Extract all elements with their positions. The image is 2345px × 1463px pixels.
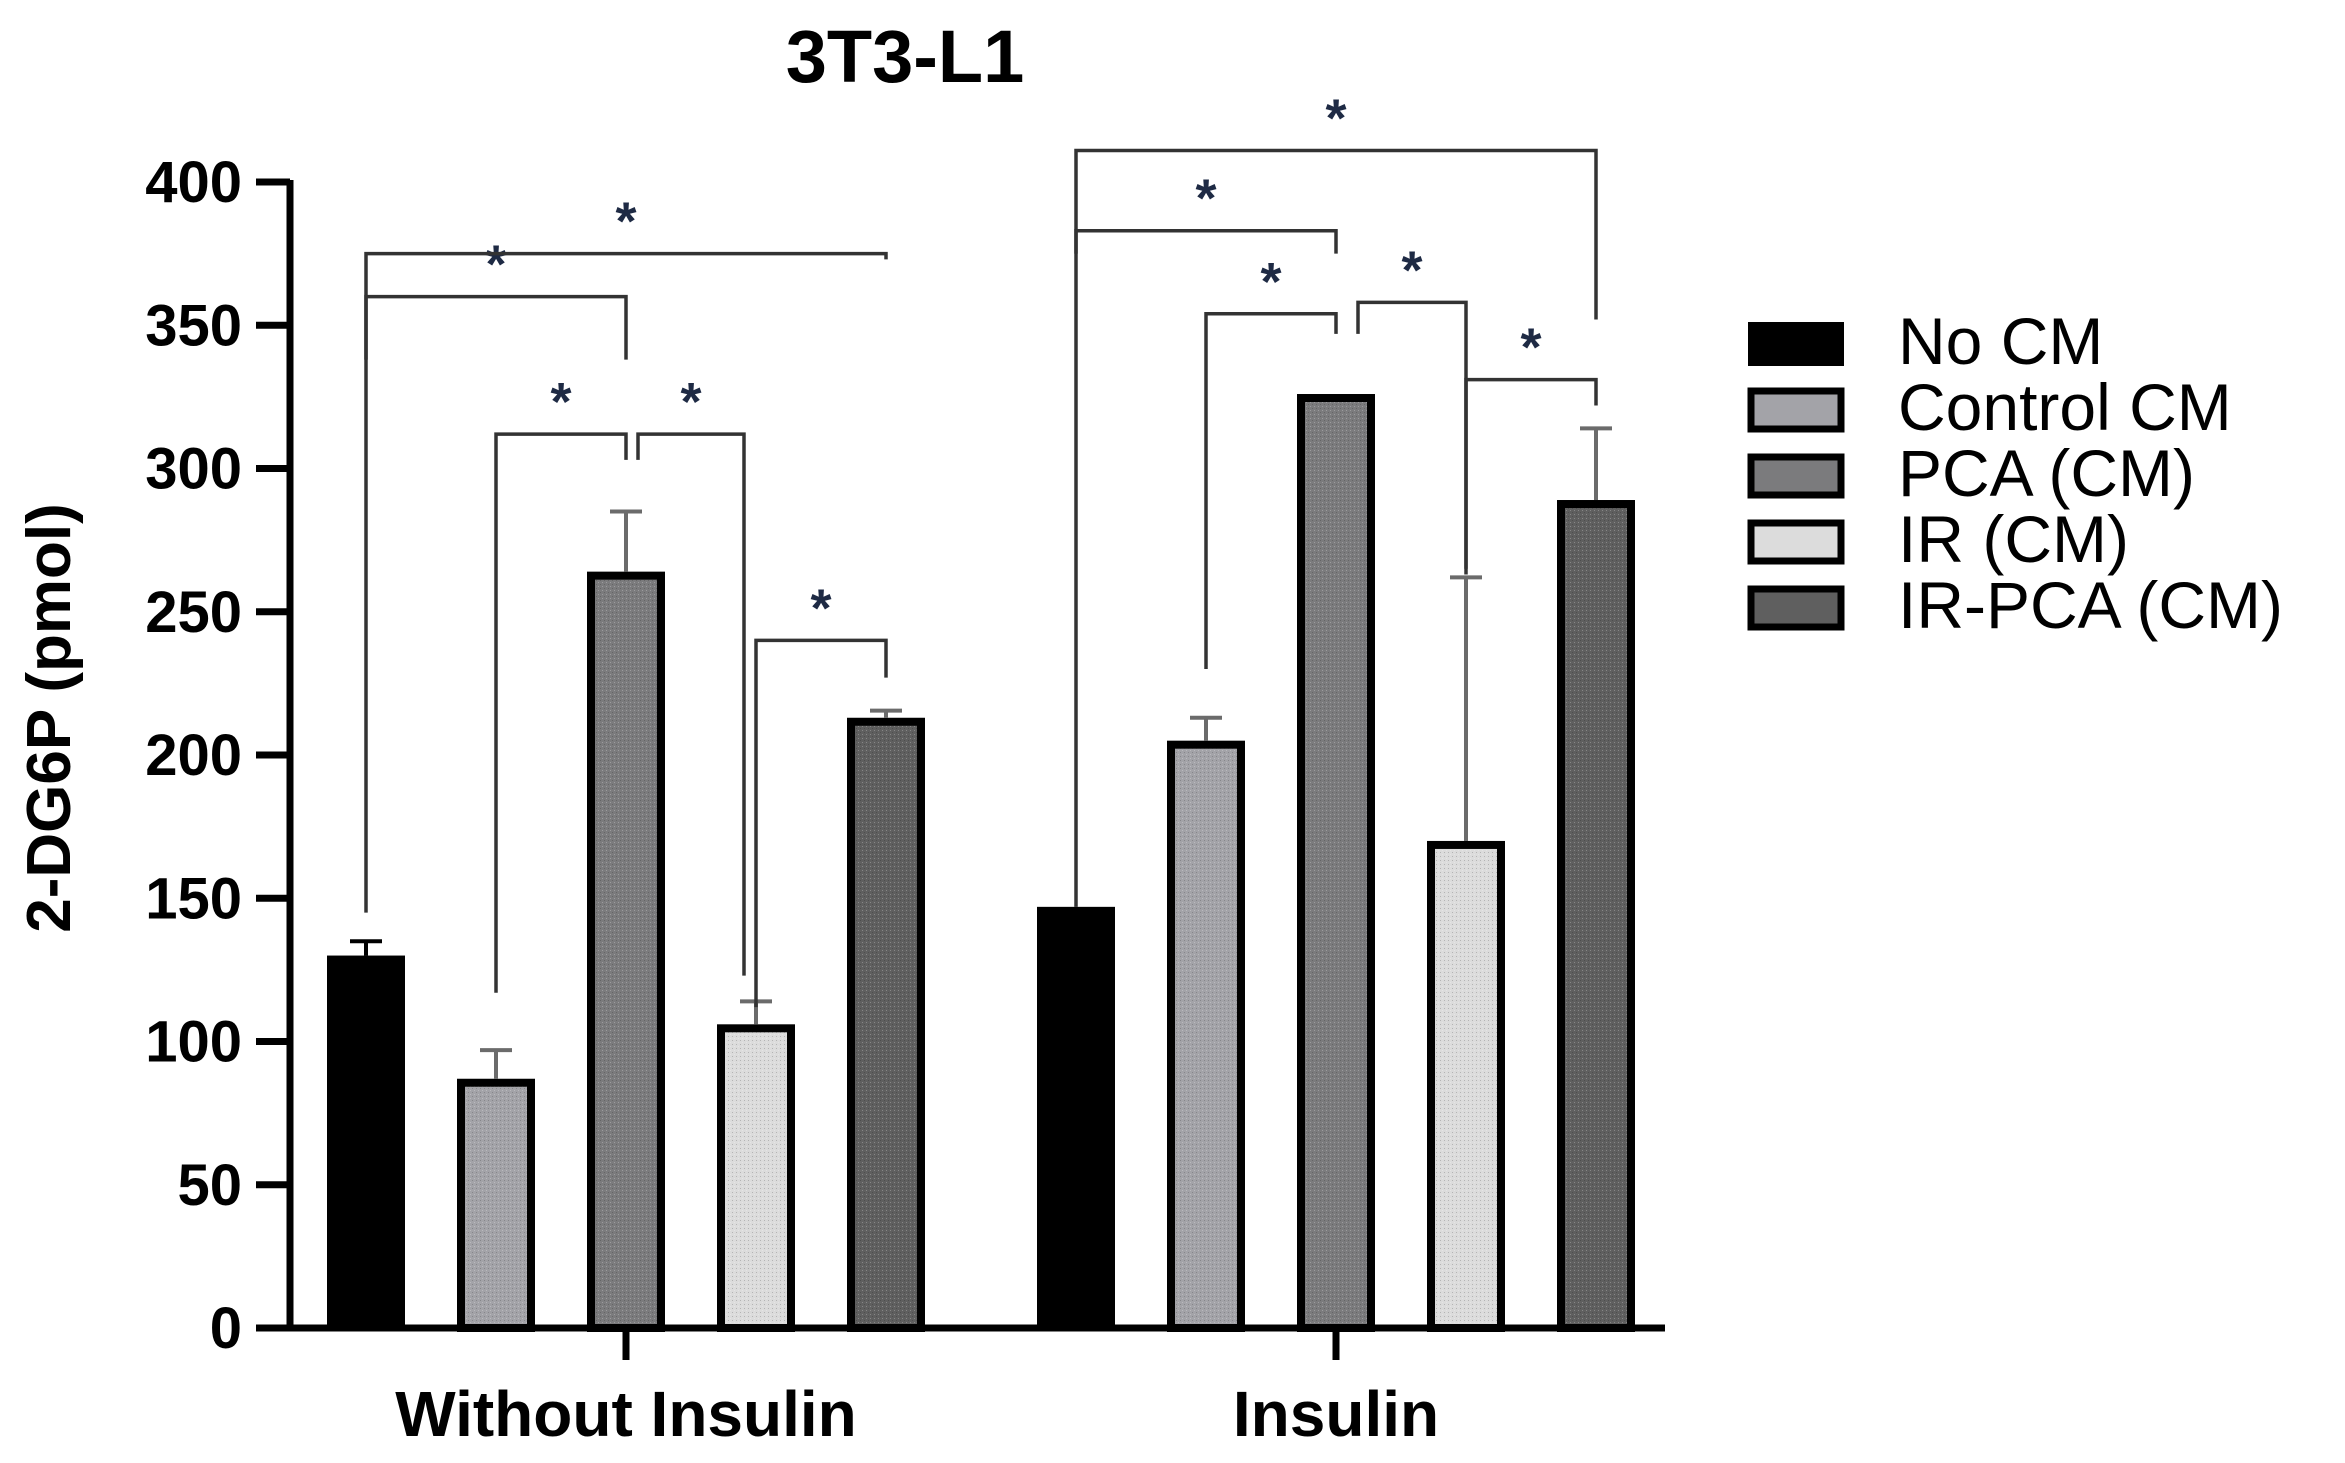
legend-label: PCA (CM) xyxy=(1898,436,2195,510)
significance-bracket xyxy=(636,432,746,976)
y-axis-label: 2-DG6P (pmol) xyxy=(15,503,84,932)
legend-swatch xyxy=(1747,387,1845,433)
y-tick-label: 250 xyxy=(145,580,242,645)
bar-texture xyxy=(1305,402,1367,1324)
legend-swatch xyxy=(1747,585,1845,631)
legend-label: Control CM xyxy=(1898,370,2232,444)
y-tick-label: 350 xyxy=(145,293,242,358)
significance-bracket xyxy=(1464,377,1598,575)
significance-star: * xyxy=(1260,252,1281,312)
bar-texture xyxy=(1175,748,1237,1324)
significance-star: * xyxy=(485,235,506,295)
significance-star: * xyxy=(1520,318,1541,378)
x-category-label: Without Insulin xyxy=(395,1378,857,1450)
legend-label: IR (CM) xyxy=(1898,502,2129,576)
significance-star: * xyxy=(1325,88,1346,148)
significance-brackets: * * * * * * * * * * xyxy=(364,88,1598,1008)
y-tick-label: 50 xyxy=(177,1153,242,1218)
chart-title: 3T3-L1 xyxy=(786,15,1025,98)
bar xyxy=(1037,906,1115,1328)
significance-bracket xyxy=(1074,228,1338,907)
legend-swatch xyxy=(1747,453,1845,499)
significance-bracket xyxy=(1204,312,1338,670)
y-tick-label: 0 xyxy=(210,1296,242,1361)
y-tick-label: 300 xyxy=(145,437,242,502)
bar-texture xyxy=(1565,508,1627,1324)
legend-swatch xyxy=(1747,519,1845,565)
significance-bracket xyxy=(364,251,888,360)
y-tick-label: 200 xyxy=(145,723,242,788)
bar-texture xyxy=(725,1032,787,1324)
axes: 0 50 100 150 200 250 300 350 400 Without Insulin I… xyxy=(145,150,1665,1450)
significance-star: * xyxy=(1195,169,1216,229)
y-tick-label: 400 xyxy=(145,150,242,215)
significance-star: * xyxy=(615,192,636,252)
bar-texture xyxy=(855,725,917,1324)
significance-bracket xyxy=(364,294,628,913)
significance-star: * xyxy=(1401,240,1422,300)
bar-texture xyxy=(465,1086,527,1324)
legend-label: No CM xyxy=(1898,304,2103,378)
x-category-label: Insulin xyxy=(1233,1378,1439,1450)
significance-star: * xyxy=(550,372,571,432)
bar-texture xyxy=(595,579,657,1324)
significance-bracket xyxy=(754,638,888,1008)
y-tick-label: 100 xyxy=(145,1010,242,1075)
bars xyxy=(327,394,1635,1333)
bar-texture xyxy=(1435,848,1497,1324)
bar xyxy=(327,955,405,1328)
significance-bracket xyxy=(494,432,628,993)
legend-label: IR-PCA (CM) xyxy=(1898,568,2283,642)
significance-star: * xyxy=(680,372,701,432)
legend-swatch xyxy=(1748,322,1844,366)
y-tick-label: 150 xyxy=(145,866,242,931)
significance-star: * xyxy=(810,578,831,638)
significance-bracket xyxy=(1074,148,1598,320)
